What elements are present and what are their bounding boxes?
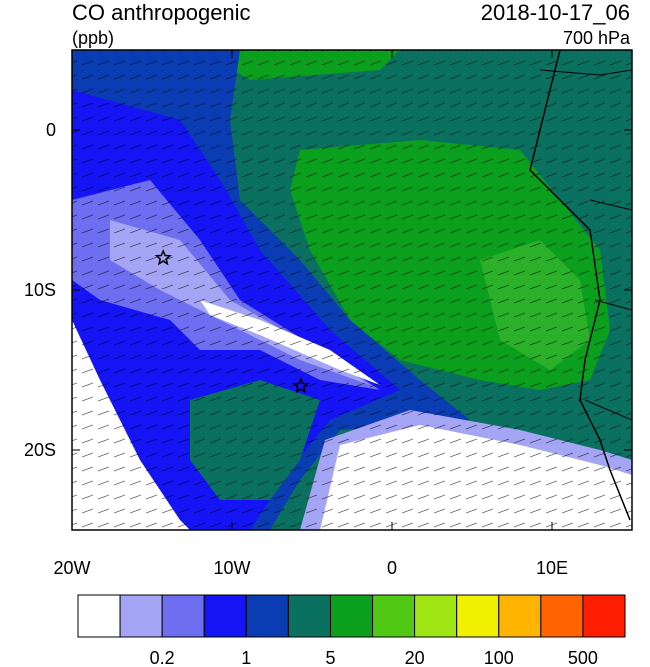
colorbar-box	[245, 594, 289, 638]
title: CO anthropogenic	[72, 0, 251, 25]
x-tick-label: 0	[387, 558, 397, 578]
map-field	[72, 50, 632, 530]
y-tick-label: 10S	[24, 280, 56, 300]
x-tick-label: 10W	[213, 558, 250, 578]
colorbar-label: 1	[241, 648, 251, 667]
colorbar-box	[372, 594, 416, 638]
y-tick-label: 0	[46, 120, 56, 140]
colorbar-box	[119, 594, 163, 638]
colorbar-box	[329, 594, 374, 638]
level: 700 hPa	[563, 28, 631, 48]
star-marker	[154, 249, 172, 266]
y-tick-label: 20S	[24, 440, 56, 460]
x-tick-label: 20W	[53, 558, 90, 578]
colorbar-label: 500	[568, 648, 598, 667]
units: (ppb)	[72, 28, 114, 48]
colorbar-box	[498, 594, 542, 638]
x-tick-label: 10E	[536, 558, 568, 578]
colorbar-box	[540, 594, 584, 638]
colorbar-box	[203, 594, 247, 638]
colorbar-label: 100	[484, 648, 514, 667]
colorbar-label: 0.2	[150, 648, 175, 667]
colorbar-box	[414, 594, 458, 638]
colorbar-label: 5	[325, 648, 335, 667]
star-marker	[292, 377, 310, 394]
time: 2018-10-17_06	[481, 0, 630, 25]
colorbar-box	[456, 594, 500, 638]
colorbar-box	[161, 594, 205, 638]
colorbar-box	[77, 594, 121, 638]
colorbar-label: 20	[405, 648, 425, 667]
colorbar-box	[287, 594, 331, 638]
colorbar-box	[582, 594, 626, 638]
